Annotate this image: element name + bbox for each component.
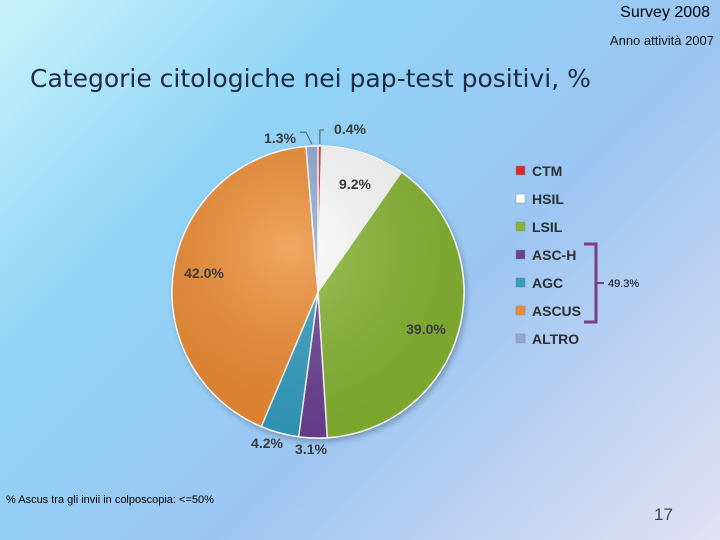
survey-label: Survey 2008 [620, 4, 710, 21]
page-number: 17 [654, 505, 673, 524]
legend-swatch-asc-h [515, 249, 526, 260]
legend-swatch-lsil [515, 221, 526, 232]
pie-label-agc: 4.2% [251, 435, 283, 451]
pie-label-altro: 1.3% [264, 130, 296, 146]
legend-swatch-agc [515, 277, 526, 288]
legend-label-ascus: ASCUS [532, 303, 581, 319]
pie-label-hsil: 9.2% [339, 176, 371, 192]
legend: CTM HSIL LSIL ASC-H AGC ASCUS ALTRO [515, 163, 581, 347]
pie-label-ascus: 42.0% [184, 265, 224, 281]
subtitle-label: Anno attività 2007 [609, 33, 714, 48]
legend-swatch-altro [515, 333, 526, 344]
legend-swatch-ctm [515, 165, 526, 176]
legend-label-ctm: CTM [532, 163, 562, 179]
pie-slices [171, 145, 465, 439]
pie-label-lsil: 39.0% [406, 321, 446, 337]
chart-title: Categorie citologiche nei pap-test posit… [30, 64, 591, 93]
legend-swatch-hsil [515, 193, 526, 204]
legend-label-altro: ALTRO [532, 331, 579, 347]
leader-line-ctm [319, 129, 324, 145]
footnote: % Ascus tra gli invii in colposcopia: <=… [6, 494, 214, 506]
bracket-annotation: 49.3% [584, 242, 639, 324]
legend-label-agc: AGC [532, 275, 563, 291]
legend-label-asc-h: ASC-H [532, 247, 576, 263]
legend-label-lsil: LSIL [532, 219, 563, 235]
bracket-line [584, 242, 598, 324]
leader-line-altro [300, 131, 313, 145]
pie-labels: 0.4% 9.2% 39.0% 3.1% 4.2% 42.0% 1.3% [184, 121, 446, 457]
bracket-label: 49.3% [608, 278, 639, 290]
pie-label-ctm: 0.4% [334, 121, 366, 137]
pie-label-asc-h: 3.1% [295, 441, 327, 457]
legend-swatch-ascus [515, 305, 526, 316]
legend-label-hsil: HSIL [532, 191, 564, 207]
